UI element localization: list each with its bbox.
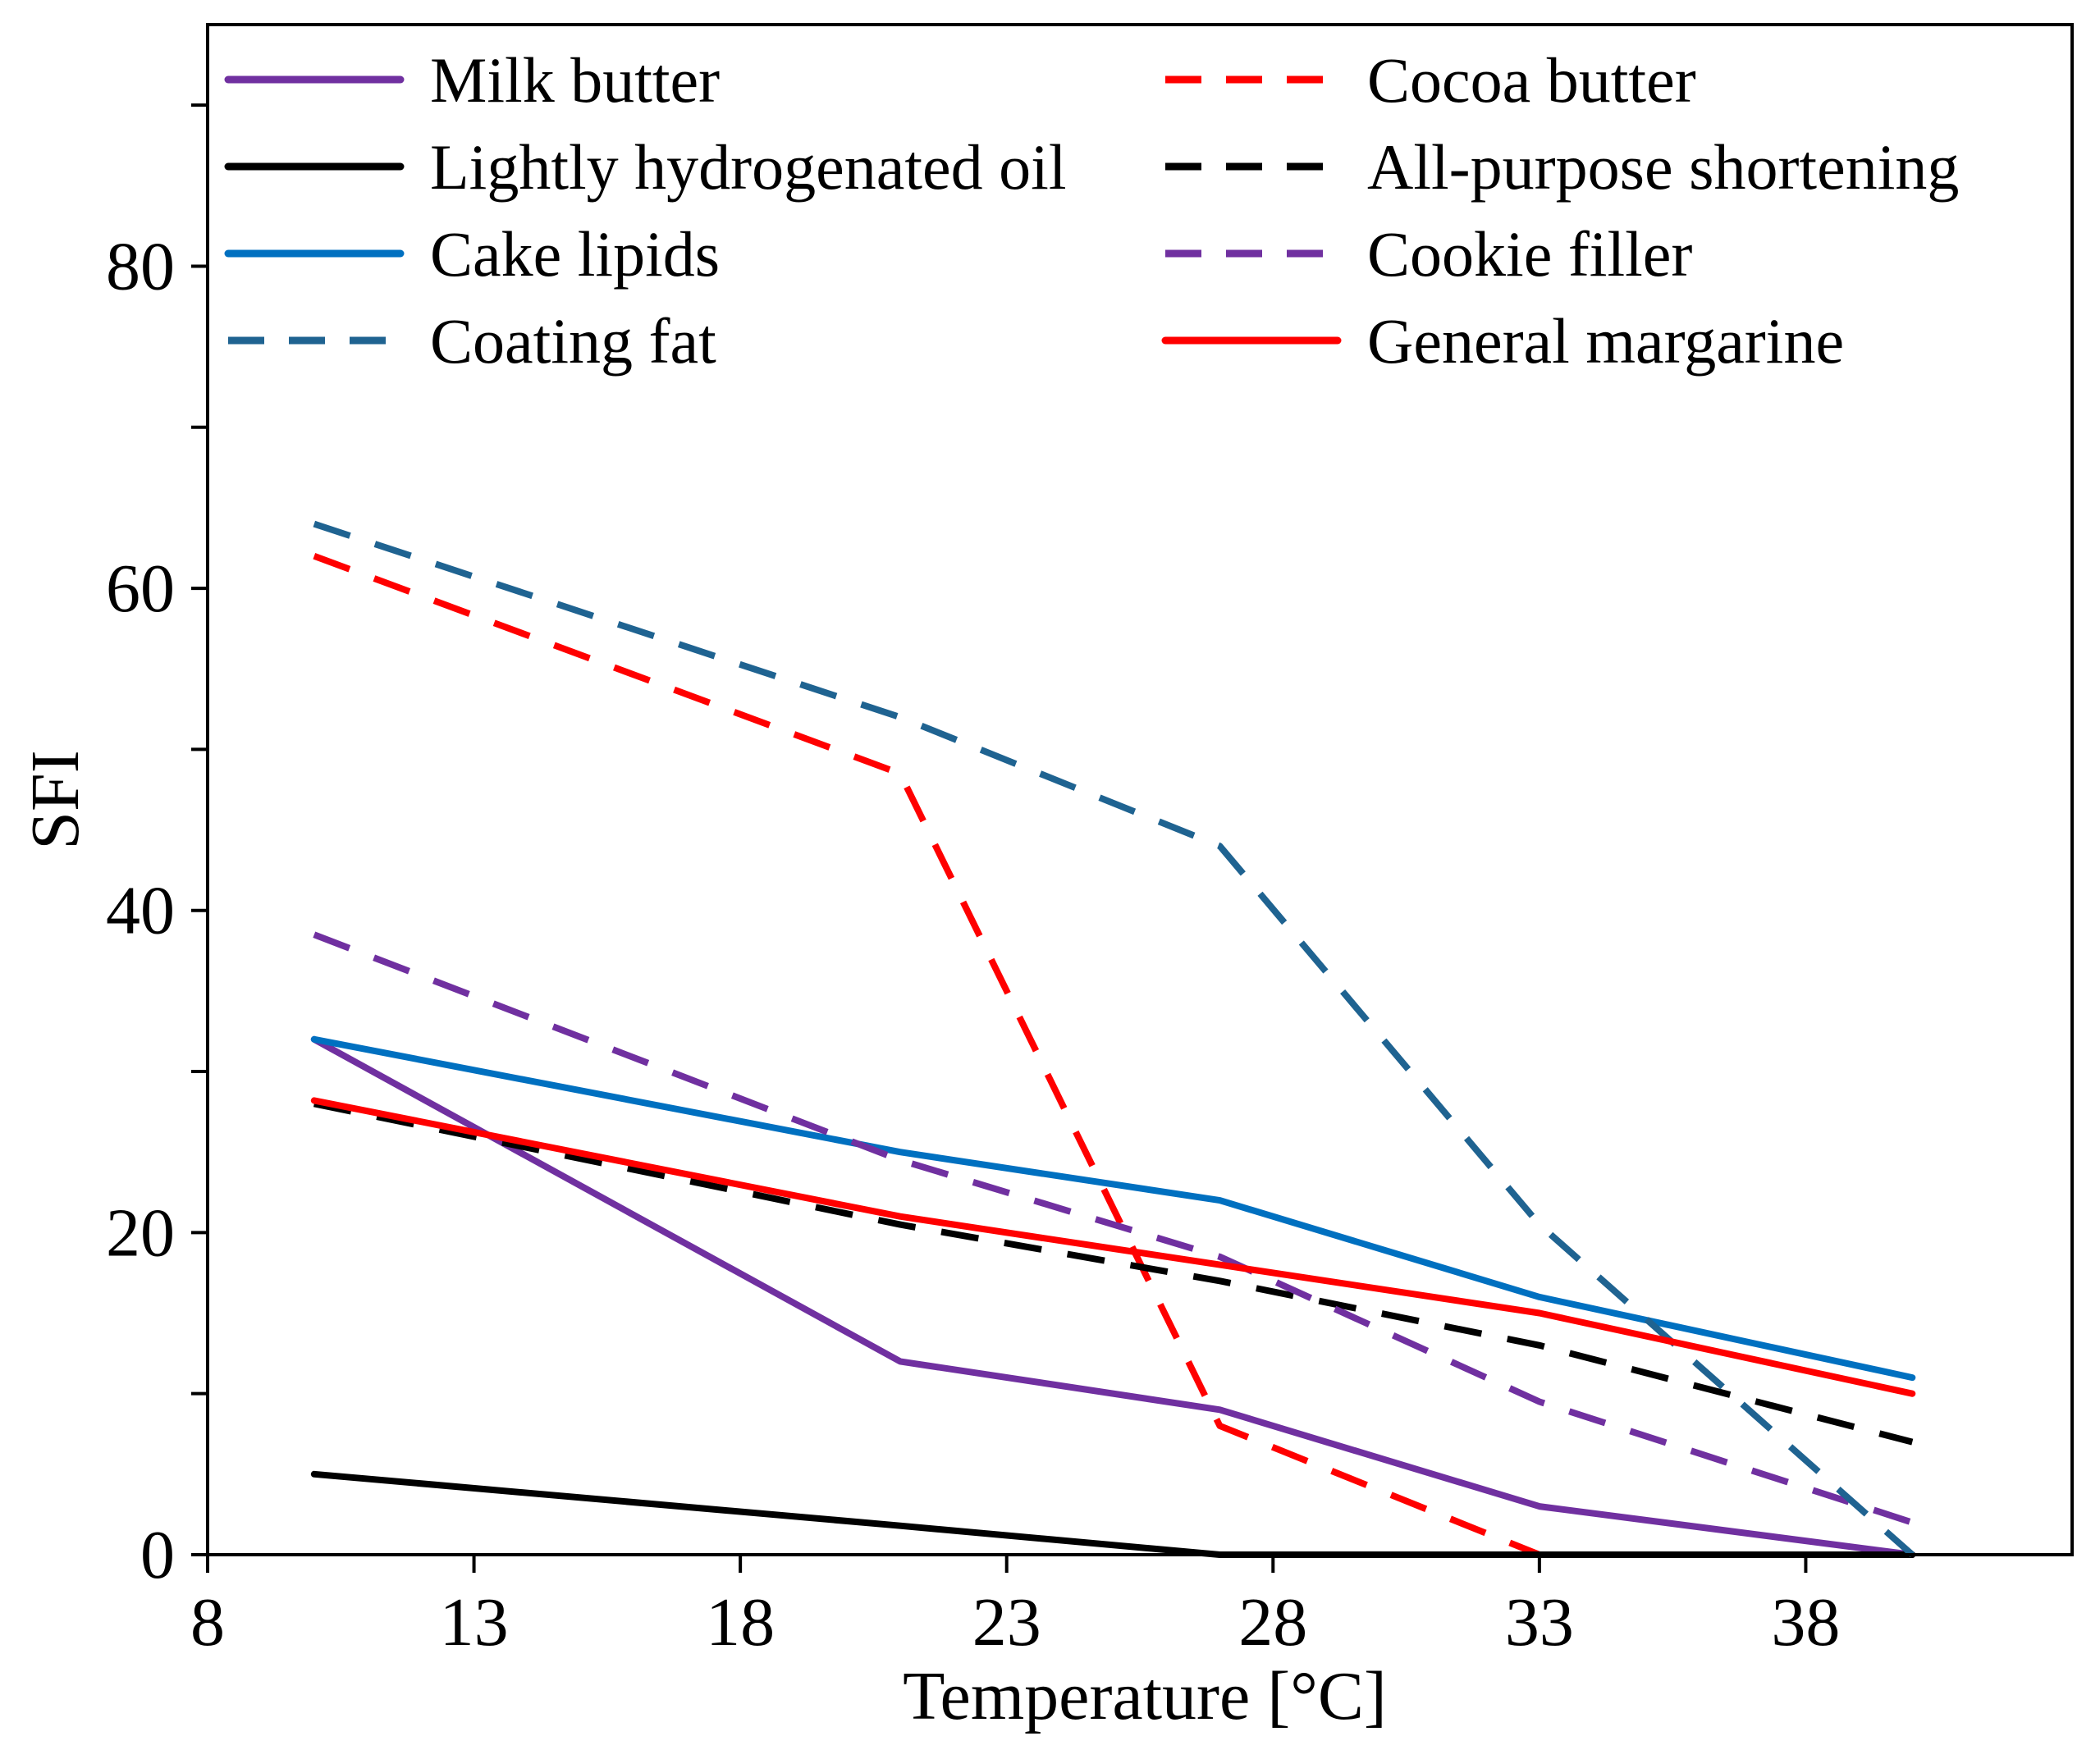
x-tick-label: 13 — [440, 1584, 509, 1661]
x-axis-title: Temperature [°C] — [903, 1658, 1387, 1734]
plot-layer — [310, 520, 1916, 1558]
series-line-cake-lipids — [310, 1035, 1916, 1382]
legend: Milk butter Cocoa butter Lightly hydrogena… — [224, 44, 1959, 377]
x-tick-label: 23 — [972, 1584, 1041, 1661]
series-line-cookie-filler — [313, 931, 1914, 1526]
y-tick-label: 60 — [106, 551, 175, 627]
legend-label: Coating fat — [430, 305, 716, 377]
x-tick-label: 38 — [1771, 1584, 1840, 1661]
x-tick-label: 33 — [1505, 1584, 1574, 1661]
series-line-milk-butter — [310, 1035, 1916, 1558]
legend-label: Cookie filler — [1367, 218, 1692, 290]
x-tick-label: 28 — [1238, 1584, 1307, 1661]
legend-label: General margarine — [1367, 305, 1844, 377]
series-line-lightly-hydrogenated-oil — [310, 1470, 1916, 1558]
x-tick-label: 8 — [190, 1584, 225, 1661]
series-line-cocoa-butter — [313, 553, 1541, 1558]
legend-label: Cake lipids — [430, 218, 720, 290]
y-tick-label: 40 — [106, 873, 175, 949]
legend-label: Lightly hydrogenated oil — [430, 131, 1067, 203]
axes-layer: 0 20 40 60 80 8 13 18 23 28 33 38 — [106, 23, 2074, 1661]
y-tick-label: 20 — [106, 1195, 175, 1271]
y-axis-title: SFI — [17, 750, 94, 849]
series-line-coating-fat — [313, 520, 1915, 1557]
series-line-all-purpose-shortening — [313, 1100, 1914, 1446]
y-tick-label: 80 — [106, 228, 175, 304]
plot-frame — [206, 23, 2074, 1556]
x-tick-label: 18 — [706, 1584, 775, 1661]
legend-label: All-purpose shortening — [1367, 131, 1959, 203]
series-line-general-margarine — [310, 1097, 1916, 1397]
legend-label: Cocoa butter — [1367, 44, 1696, 116]
legend-label: Milk butter — [430, 44, 720, 116]
y-tick-label: 0 — [140, 1517, 175, 1593]
